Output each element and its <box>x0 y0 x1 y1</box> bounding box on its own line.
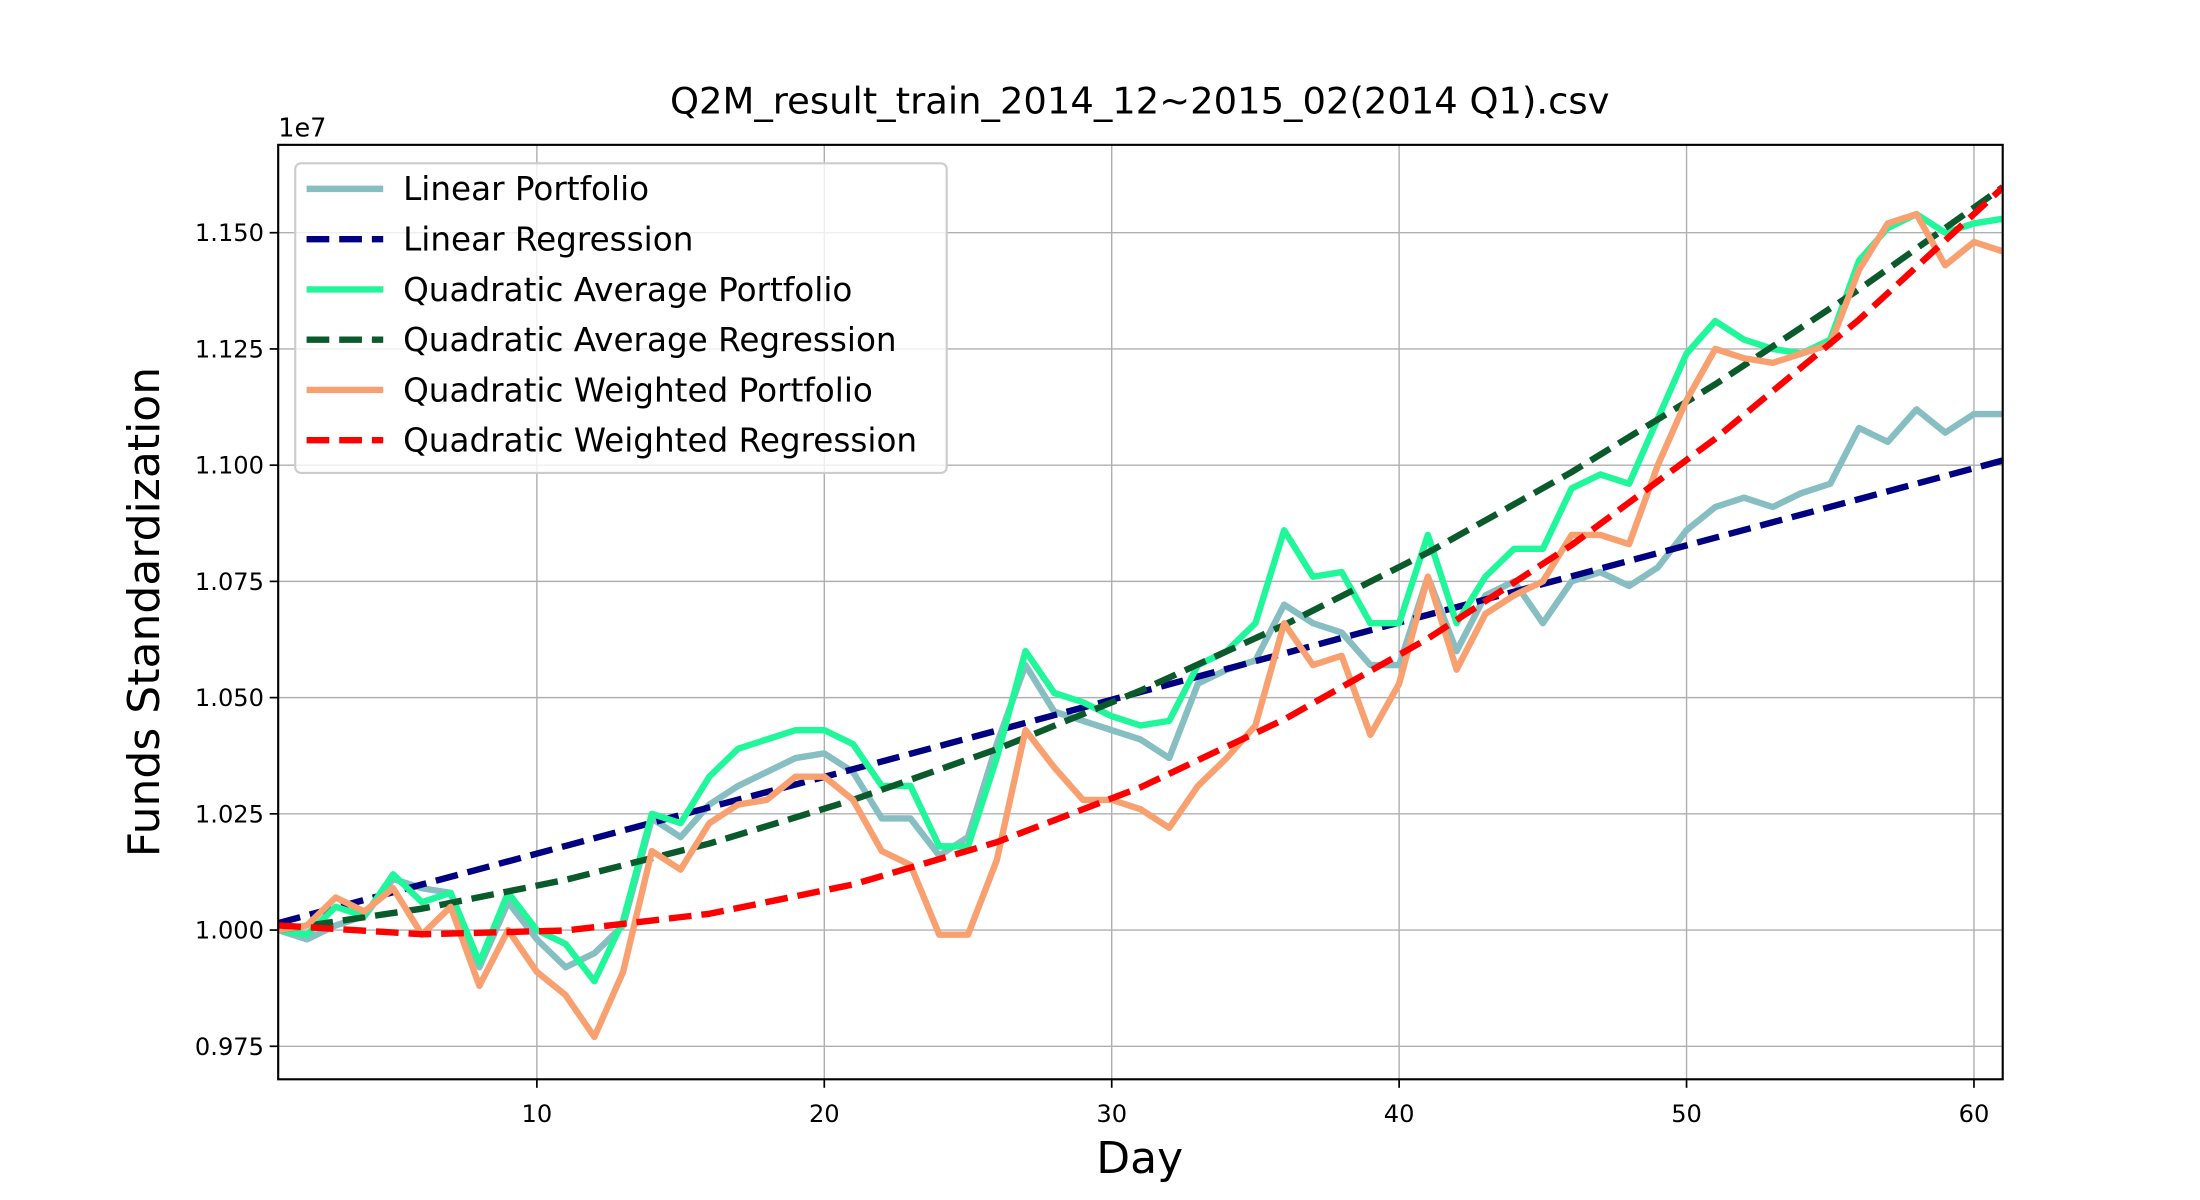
legend-label: Quadratic Average Portfolio <box>403 271 852 309</box>
y-tick-label: 1.050 <box>195 684 264 712</box>
legend-label: Linear Regression <box>403 221 693 259</box>
y-tick-label: 1.075 <box>195 568 264 596</box>
x-tick-label: 60 <box>1959 1100 1990 1128</box>
x-tick-label: 20 <box>809 1100 840 1128</box>
series-line <box>278 406 2003 971</box>
series-line <box>278 210 2003 1041</box>
y-tick-label: 1.025 <box>195 800 264 828</box>
y-tick-label: 1.100 <box>195 452 264 480</box>
legend-box <box>294 162 948 474</box>
y-offset-label: 1e7 <box>278 113 326 143</box>
series-line <box>278 210 2003 985</box>
y-tick-label: 1.000 <box>195 917 264 945</box>
x-axis-label: Day <box>1096 1133 1183 1184</box>
y-axis-label: Funds Standardization <box>119 367 170 857</box>
series-line <box>278 184 2003 934</box>
grid <box>278 144 2003 1080</box>
y-tick-label: 1.125 <box>195 335 264 363</box>
legend-label: Linear Portfolio <box>403 170 649 208</box>
legend-label: Quadratic Weighted Regression <box>403 422 917 460</box>
plot-area <box>278 184 2003 1041</box>
x-tick-label: 40 <box>1384 1100 1415 1128</box>
legend-label: Quadratic Weighted Portfolio <box>403 371 873 409</box>
x-tick-label: 30 <box>1096 1100 1127 1128</box>
y-tick-label: 1.150 <box>195 219 264 247</box>
legend-label: Quadratic Average Regression <box>403 321 897 359</box>
series-line <box>278 185 2003 938</box>
x-tick-label: 10 <box>522 1100 553 1128</box>
ticks: 10 20 30 40 50 60 0.975 1.000 1.025 1.050 1.075 1.1… <box>195 219 1989 1128</box>
legend: Linear Portfolio Linear Regression Quadrat… <box>294 162 948 474</box>
y-tick-label: 0.975 <box>195 1033 264 1061</box>
x-tick-label: 50 <box>1671 1100 1702 1128</box>
chart-title: Q2M_result_train_2014_12~2015_02(2014 Q1… <box>670 80 1609 123</box>
axes-frame <box>277 143 2004 1081</box>
